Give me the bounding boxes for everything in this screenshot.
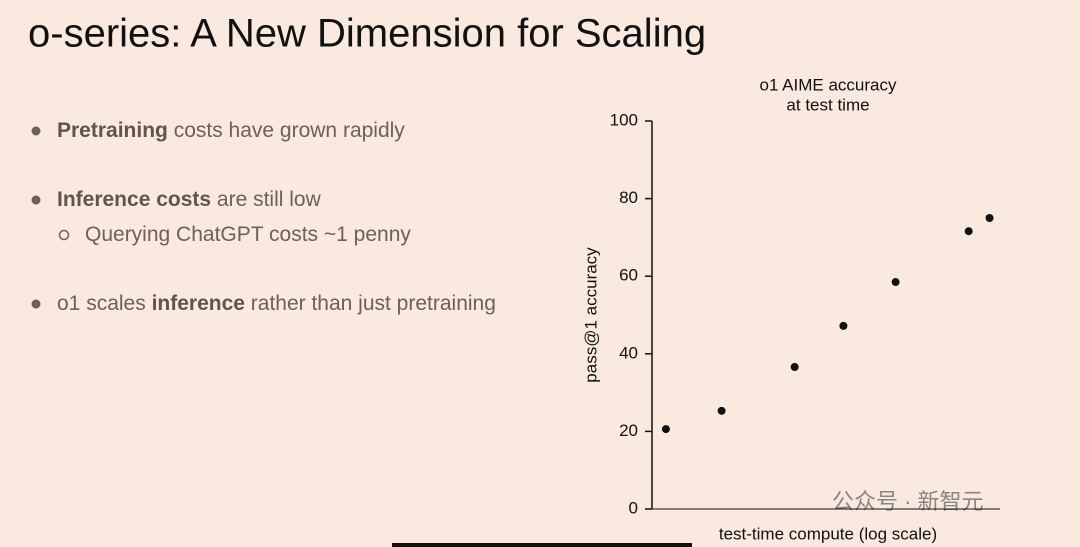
x-axis-label: test-time compute (log scale) <box>719 524 937 543</box>
chart-title: o1 AIME accuracy <box>759 75 897 94</box>
y-tick-label: 60 <box>619 266 638 285</box>
point <box>891 278 900 287</box>
point <box>985 214 994 222</box>
bullet-ring <box>58 229 70 241</box>
bullet-dot <box>31 195 41 205</box>
bullet-part: are still low <box>211 188 322 211</box>
bullet-text: o1 scales inference rather than just pre… <box>57 292 496 315</box>
bullet-part: o1 scales <box>57 292 152 315</box>
bullets: Pretraining costs have grown rapidly Infe… <box>31 119 496 315</box>
bullet-text: Pretraining costs have grown rapidly <box>57 119 405 142</box>
y-tick-label: 100 <box>610 110 638 129</box>
y-tick-label: 20 <box>619 421 638 440</box>
progress-bar <box>392 543 692 547</box>
point <box>661 425 670 434</box>
bullet-part: costs have grown rapidly <box>168 119 405 142</box>
bullet-part: inference <box>152 292 245 315</box>
bullet-part: rather than just pretraining <box>245 292 496 315</box>
y-axis-label: pass@1 accuracy <box>581 247 600 383</box>
point <box>964 227 973 236</box>
bullet-text: Querying ChatGPT costs ~1 penny <box>85 223 411 246</box>
point <box>717 406 726 415</box>
bullet-part: Querying ChatGPT costs ~1 penny <box>85 223 411 246</box>
bullet-part: Inference costs <box>57 188 211 211</box>
point <box>839 321 848 330</box>
bullet-part: Pretraining <box>57 119 168 142</box>
slide-title: o-series: A New Dimension for Scaling <box>28 12 706 56</box>
bullet-text: Inference costs are still low <box>57 188 322 211</box>
chart-title: at test time <box>786 95 869 114</box>
y-tick-label: 80 <box>619 188 638 207</box>
bullet-dot <box>31 299 41 309</box>
y-tick-label: 0 <box>629 498 638 517</box>
watermark: 公众号 · 新智元 <box>832 489 984 514</box>
y-tick-label: 40 <box>619 343 638 362</box>
bullet-dot <box>31 126 41 136</box>
point <box>790 362 799 371</box>
